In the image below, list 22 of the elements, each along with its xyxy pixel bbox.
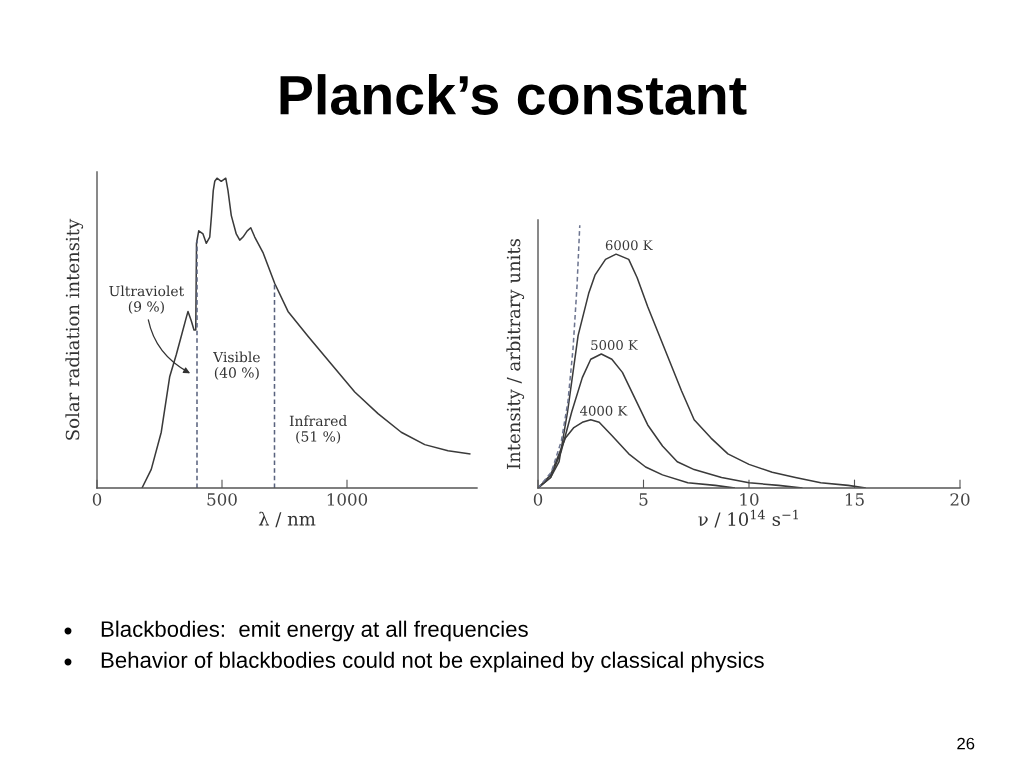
x-tick-label: 20	[950, 493, 970, 506]
x-tick-label: 0	[92, 493, 102, 506]
series-label: 4000 K	[580, 405, 628, 416]
x-tick-label: 5	[639, 493, 648, 506]
y-axis-title: Intensity / arbitrary units	[506, 238, 525, 469]
text: Behavior of blackbodies could not be explained by classical physics	[101, 651, 764, 673]
annotation: Ultraviolet (9 %)	[109, 285, 185, 314]
text: Blackbodies: emit energy at all frequencies	[101, 620, 528, 642]
y-axis-title: Solar radiation intensity	[65, 218, 84, 440]
text: 26	[957, 737, 975, 750]
x-tick-label: 500	[207, 493, 237, 506]
x-tick-label: 1000	[327, 493, 368, 506]
annotation: Infrared (51 %)	[289, 415, 347, 444]
annotation: Visible (40 %)	[213, 351, 260, 380]
series-label: 6000 K	[605, 240, 653, 251]
x-tick-label: 10	[740, 493, 759, 506]
x-axis-title: λ / nm	[258, 511, 316, 528]
text: Planck’s constant	[280, 74, 747, 115]
x-tick-label: 0	[533, 493, 543, 506]
x-axis-title: ν / 10$^{14}$ s$^{−1}$	[698, 509, 798, 528]
x-tick-label: 15	[845, 493, 864, 506]
series-label: 5000 K	[591, 340, 639, 351]
